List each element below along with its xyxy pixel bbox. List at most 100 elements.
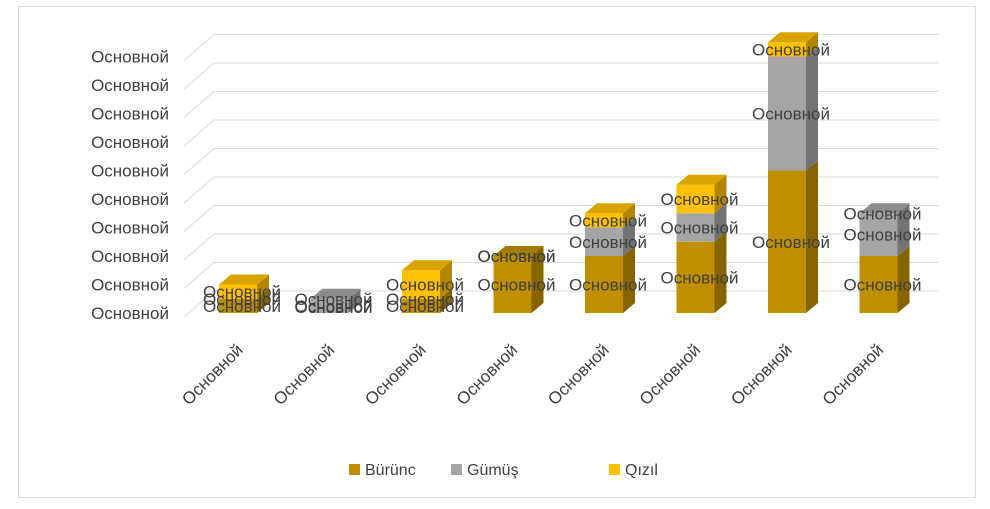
data-label: Основной [478,276,556,295]
data-label: Основной [661,268,739,287]
legend-label: Qızıl [625,462,658,479]
y-tick-label: Основной [91,105,169,124]
legend: Bürünc Gümüş Qızıl [349,462,658,479]
data-label: Основной [752,40,830,59]
bar-top [219,274,269,285]
bar-front [402,270,440,299]
bar-segment-bürünc [493,246,544,313]
bar-side [623,203,635,228]
y-tick-label: Основной [91,247,169,266]
bar-front [859,256,898,313]
data-label: Основной [478,247,556,266]
bar-front [585,213,623,228]
x-tick-label: Основной [270,340,339,409]
bar-front [585,227,623,256]
bar-side [440,260,452,299]
y-tick-label: Основной [91,304,169,323]
stacked-3d-bar-chart: Основной Основной Основной Основной Основной… [91,32,939,479]
bar-segment-qızıl [676,174,727,214]
bar-front [768,170,806,313]
bar-side [714,174,727,214]
legend-item: Bürünc [349,462,416,479]
y-tick-label: Основной [91,76,169,95]
x-tick-label: Основной [544,340,613,409]
legend-label: Gümüş [467,462,519,479]
x-tick-label: Основной [819,340,888,409]
legend-swatch [349,464,360,475]
bar-top [859,203,910,214]
data-label: Основной [386,276,464,295]
bar-segment-gümüş [676,203,727,242]
data-label: Основной [569,211,647,230]
gridline [183,91,939,118]
data-label: Основной [661,190,739,209]
y-tick-label: Основной [91,190,169,209]
gridline [183,119,939,147]
legend-swatch [451,464,462,475]
bar-side [531,246,544,313]
bar-side [806,32,818,57]
bar-side [257,288,269,313]
data-label: Основной [203,297,281,316]
bar-front [676,184,715,214]
bar-side [714,231,727,313]
data-label: Основной [844,204,922,223]
bar-segment-bürünc [676,231,727,313]
bar-side [623,246,635,313]
bar-front [219,284,257,299]
bar-side [897,203,910,256]
gridline [183,176,939,204]
bar-segment-qızıl [402,260,452,299]
bar-segment-bürünc [859,246,910,313]
bar-segment-qızıl [768,32,818,57]
data-labels: ОсновнойОсновнойОсновнойОсновнойОсновной… [203,40,921,317]
bar-segment-bürünc [768,160,818,313]
gridline [183,205,939,232]
bar-segment-bürünc [402,288,452,313]
bar-side [440,288,452,313]
y-tick-label: Основной [91,48,169,67]
data-label: Основной [295,290,373,309]
bar-side [806,46,818,171]
legend-label: Bürünc [365,462,416,479]
x-tick-label: Основной [178,340,247,409]
x-tick-label: Основной [361,340,430,409]
bar-segment-gümüş [768,46,818,171]
y-tick-label: Основной [91,219,169,238]
data-label: Основной [844,276,922,295]
legend-item: Qızıl [609,462,658,479]
bar-front [676,241,715,313]
bar-segment-qızıl [219,274,269,299]
gridline [183,148,939,175]
gridline [183,34,939,61]
bar-front [310,298,349,313]
data-label: Основной [569,276,647,295]
data-label: Основной [386,297,464,316]
bar-front [219,298,257,313]
bar-side [714,203,727,242]
data-label: Основной [752,105,830,124]
bar-top [676,174,727,185]
data-label: Основной [752,233,830,252]
x-tick-label: Основной [453,340,522,409]
data-label: Основной [203,290,281,309]
bar-front [859,213,898,256]
bar-top [585,203,635,214]
legend-swatch [609,464,620,475]
bar-segment-gümüş [310,288,361,313]
gridline [183,262,939,289]
bar-front [768,42,806,57]
data-label: Основной [661,219,739,238]
bar-side [623,217,635,256]
bar-front [768,56,806,171]
bar-side [806,160,818,313]
x-tick-label: Основной [727,340,796,409]
bar-side [257,274,269,299]
y-tick-label: Основной [91,276,169,295]
data-label: Основной [203,283,281,302]
data-label: Основной [569,233,647,252]
gridlines [183,34,939,318]
x-axis-tick-labels: Основной Основной Основной Основной Основной… [178,340,887,409]
data-label: Основной [844,226,922,245]
data-label: Основной [386,290,464,309]
